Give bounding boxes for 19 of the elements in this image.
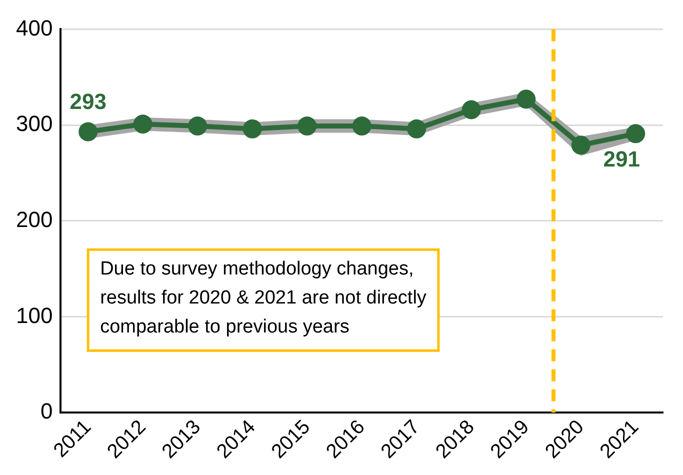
point — [516, 90, 536, 109]
y-tick-label: 0 — [40, 398, 53, 424]
y-tick-label: 300 — [16, 111, 53, 136]
point — [626, 124, 646, 144]
point — [188, 116, 208, 136]
point — [78, 122, 98, 142]
point — [133, 114, 152, 134]
point — [242, 119, 262, 138]
y-tick-label: 100 — [16, 302, 53, 328]
point — [352, 116, 372, 136]
data-label: 293 — [70, 88, 106, 114]
y-tick-label: 200 — [16, 206, 53, 232]
point — [298, 116, 317, 136]
point — [407, 119, 426, 138]
annotation: Due to survey methodology changes, results for 2020 & 2021 are not directly comparable to previous years — [100, 258, 427, 338]
y-tick-label: 400 — [16, 15, 53, 40]
data-label: 291 — [603, 146, 640, 172]
point — [571, 136, 590, 155]
point — [462, 100, 481, 120]
